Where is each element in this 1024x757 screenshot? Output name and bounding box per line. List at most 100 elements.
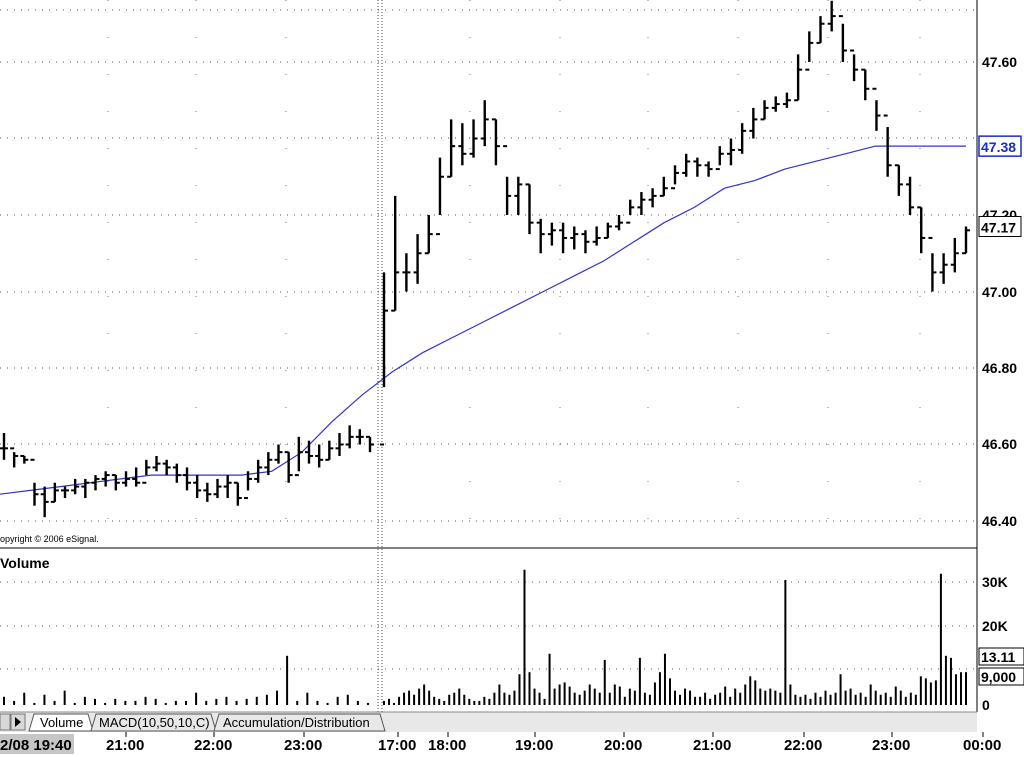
price-bar: [603, 222, 612, 239]
price-bar: [738, 123, 747, 154]
price-bar: [40, 486, 49, 518]
price-tick-label: 46.80: [982, 360, 1017, 376]
price-bar: [284, 451, 293, 483]
price-bar: [962, 226, 970, 255]
chevron-right-icon[interactable]: [15, 717, 21, 727]
price-bar: [132, 467, 141, 487]
time-tick-label: 00:00: [963, 737, 1001, 754]
price-bar: [850, 49, 859, 82]
tab-volume-label[interactable]: Volume: [40, 715, 83, 730]
price-grid: [0, 0, 975, 546]
price-bar: [547, 222, 556, 246]
ma-badge: 47.38: [978, 135, 1022, 157]
price-tick-label: 47.60: [982, 54, 1017, 70]
tab-macd-shape[interactable]: [90, 713, 217, 732]
price-bar: [536, 218, 545, 254]
tab-accdist-shape[interactable]: [213, 713, 386, 732]
price-bars: [0, 0, 970, 518]
volume-badge: [978, 647, 1024, 666]
tab-macd[interactable]: MACD(10,50,10,C): [90, 713, 217, 732]
price-bar: [223, 475, 232, 499]
price-bar: [861, 68, 870, 101]
time-tick-label: 18:00: [428, 737, 466, 754]
volume-badge-text: 13.11: [981, 649, 1015, 665]
price-bar: [91, 475, 100, 491]
time-tick-label: 21:00: [693, 737, 731, 754]
price-bar: [447, 119, 456, 178]
price-bar: [883, 114, 892, 177]
price-bar: [805, 31, 814, 71]
price-bar: [122, 471, 130, 487]
tab-accdist-label[interactable]: Accumulation/Distribution: [223, 715, 370, 730]
tab-volume-shape[interactable]: [28, 713, 94, 732]
volume-badge: [978, 667, 1024, 686]
price-bar: [514, 176, 523, 215]
price-bar: [704, 161, 713, 177]
time-tick-label: 22:00: [194, 737, 232, 754]
price-bar: [480, 100, 489, 147]
price-bar: [380, 272, 388, 446]
price-bar: [274, 444, 283, 464]
price-bar: [458, 123, 467, 166]
price-bar: [0, 433, 8, 460]
price-bar: [391, 195, 400, 312]
price-bar: [203, 482, 212, 502]
tab-scroll-left-box[interactable]: [0, 713, 11, 731]
volume-tick-label: 0: [982, 697, 990, 713]
price-tick-label: 46.40: [982, 513, 1017, 529]
volume-badge-text: 9,000: [981, 669, 1016, 685]
price-bar: [345, 425, 354, 449]
price-bar: [335, 433, 344, 456]
price-bar: [928, 236, 937, 292]
tab-macd-label[interactable]: MACD(10,50,10,C): [99, 715, 210, 730]
price-bar: [325, 440, 334, 461]
price-bar: [355, 429, 364, 445]
price-bar: [771, 96, 780, 112]
price-bar: [424, 215, 433, 255]
time-tick-label: 20:00: [604, 737, 642, 754]
price-bar: [413, 234, 422, 284]
last-price-badge-text: 47.17: [981, 219, 1016, 235]
tab-volume[interactable]: Volume: [28, 713, 94, 732]
price-bar: [659, 176, 668, 197]
ma-badge-box: [978, 135, 1022, 157]
price-bar: [615, 215, 624, 231]
price-bar: [305, 440, 313, 464]
price-bar: [366, 435, 374, 453]
price-bar: [682, 153, 691, 177]
price-bar: [294, 436, 303, 477]
price-bar: [939, 253, 948, 284]
time-axis: 21:00 22:00 23:00 17:00 18:00 19:00 20:00 21:00…: [106, 732, 1001, 754]
price-bar: [435, 157, 444, 236]
price-bar: [794, 54, 803, 102]
price-bar: [402, 253, 411, 292]
time-tick-label: 17:00: [378, 737, 416, 754]
price-bar: [503, 145, 512, 215]
price-bar: [838, 15, 847, 62]
time-tick-label: 23:00: [872, 737, 910, 754]
price-bar: [61, 486, 69, 499]
price-bar: [525, 183, 534, 235]
time-tick-label: 19:00: [515, 737, 553, 754]
price-tick-label: 47.00: [982, 284, 1017, 300]
price-bar: [671, 165, 679, 190]
time-tick-label: 21:00: [106, 737, 144, 754]
price-bar: [254, 459, 263, 483]
price-bar: [183, 467, 191, 491]
price-bar: [715, 146, 724, 171]
price-bar: [50, 482, 59, 503]
price-bar: [760, 100, 769, 121]
price-bar: [81, 478, 90, 499]
tab-scroll-right-button[interactable]: [10, 713, 26, 731]
price-bar: [101, 471, 110, 487]
tab-scroll-left-button[interactable]: [0, 713, 11, 731]
price-bar: [111, 474, 120, 491]
ma-badge-text: 47.38: [981, 139, 1016, 155]
price-bar: [193, 475, 202, 499]
price-bar: [10, 447, 19, 468]
time-start-box: [0, 734, 74, 754]
price-bar: [637, 192, 646, 215]
price-bar: [648, 188, 657, 208]
tab-accumulation-distribution[interactable]: Accumulation/Distribution: [213, 713, 386, 732]
